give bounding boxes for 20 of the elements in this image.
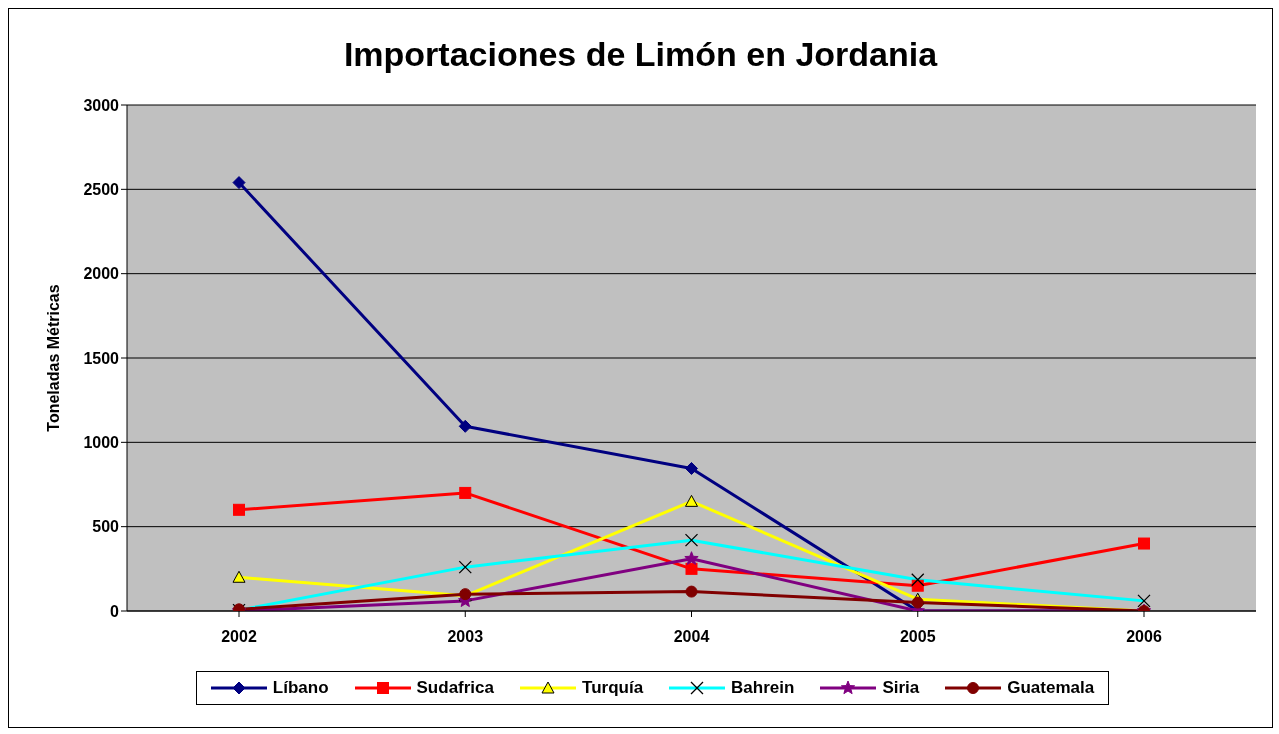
y-tick-label: 0 (110, 602, 120, 620)
legend-label: Líbano (272, 678, 329, 698)
chart-title: Importaciones de Limón en Jordania (342, 35, 939, 74)
x-tick-label: 2006 (1126, 628, 1162, 646)
y-tick-label: 1500 (83, 349, 120, 367)
legend-label: Siria (882, 678, 920, 698)
legend-label: Bahrein (731, 678, 795, 698)
x-tick-label: 2002 (221, 628, 257, 646)
y-axis-title: Toneladas Métricas (44, 284, 62, 432)
legend-label: Guatemala (1007, 678, 1095, 698)
x-tick-label: 2005 (899, 628, 936, 646)
x-tick-label: 2004 (673, 628, 710, 646)
legend-label: Turquía (582, 678, 644, 698)
legend-label: Sudafrica (416, 678, 495, 698)
y-tick-label: 2500 (83, 181, 120, 199)
y-tick-label: 2000 (83, 265, 120, 283)
y-tick-label: 1000 (83, 434, 120, 452)
x-tick-label: 2003 (447, 628, 484, 646)
y-tick-label: 500 (92, 518, 120, 536)
y-tick-label: 3000 (83, 96, 120, 114)
